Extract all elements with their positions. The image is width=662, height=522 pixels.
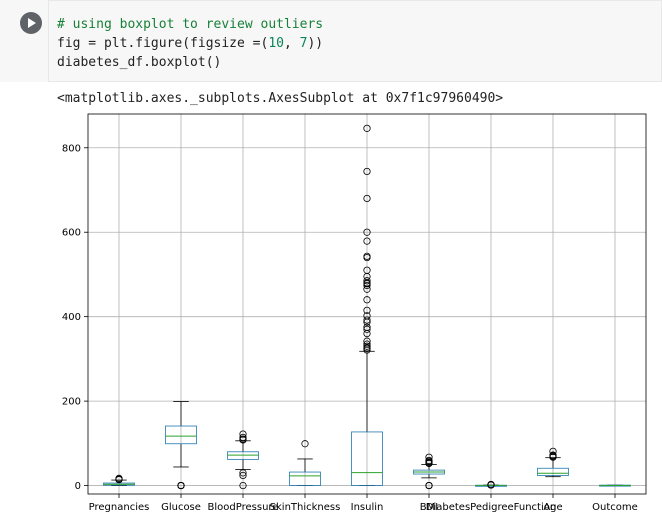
outlier-point xyxy=(301,440,309,448)
code-token: 7 xyxy=(299,36,308,51)
x-tick-label: Age xyxy=(543,502,562,513)
outlier-point xyxy=(425,481,433,490)
x-tick-label: BMI xyxy=(420,502,438,513)
outlier-point xyxy=(239,430,247,438)
outlier-point xyxy=(239,433,247,442)
code-token: diabetes_df.boxplot() xyxy=(57,55,222,70)
outlier-point xyxy=(363,296,371,304)
outlier-point xyxy=(239,481,247,490)
outlier-point xyxy=(363,266,371,274)
outlier-point xyxy=(363,167,371,176)
outlier-point xyxy=(363,228,371,236)
code-token: fig = plt.figure(figsize =( xyxy=(57,36,269,51)
outlier-point xyxy=(549,451,557,459)
code-line: # using boxplot to review outliers xyxy=(57,17,323,32)
outlier-point xyxy=(363,323,371,331)
outlier-point xyxy=(425,456,433,465)
box xyxy=(537,467,569,476)
code-token: , xyxy=(283,36,300,51)
x-tick-label: Outcome xyxy=(592,502,638,513)
code-token: # using boxplot to review outliers xyxy=(57,17,324,32)
y-tick-label: 400 xyxy=(62,312,81,323)
outlier-point xyxy=(363,281,371,290)
outlier-point xyxy=(115,474,123,482)
outlier-point xyxy=(425,453,433,461)
x-tick-label: BloodPressure xyxy=(208,502,279,513)
box xyxy=(165,425,197,445)
x-tick-label: DiabetesPedigreeFunction xyxy=(426,502,556,513)
x-tick-label: Glucose xyxy=(161,502,201,513)
outlier-point xyxy=(363,252,371,260)
outlier-point xyxy=(239,435,247,443)
outlier-point xyxy=(363,346,371,354)
outlier-point xyxy=(363,337,371,345)
outlier-point xyxy=(363,325,371,333)
code-cell: # using boxplot to review outliers fig =… xyxy=(0,0,662,82)
outlier-point xyxy=(363,194,371,203)
outlier-point xyxy=(363,312,371,320)
run-cell-button[interactable] xyxy=(20,12,42,34)
outlier-point xyxy=(363,306,371,314)
code-token: 10 xyxy=(268,36,284,51)
code-editor[interactable]: # using boxplot to review outliers fig =… xyxy=(48,0,662,82)
y-tick-label: 200 xyxy=(62,397,81,408)
outlier-point xyxy=(363,316,371,324)
x-tick-label: Pregnancies xyxy=(89,502,150,513)
y-tick-label: 0 xyxy=(75,481,81,492)
outlier-point xyxy=(363,237,371,245)
x-tick-label: SkinThickness xyxy=(270,502,341,513)
outlier-point xyxy=(239,471,247,480)
outlier-point xyxy=(549,447,557,455)
y-tick-label: 600 xyxy=(62,228,81,239)
outlier-point xyxy=(363,124,371,132)
outlier-point xyxy=(487,480,495,489)
outlier-point xyxy=(363,342,371,350)
outlier-point xyxy=(363,277,371,285)
output-repr: <matplotlib.axes._subplots.AxesSubplot a… xyxy=(57,91,504,106)
code-line: diabetes_df.boxplot() xyxy=(57,55,221,70)
code-line: fig = plt.figure(figsize =(10, 7)) xyxy=(57,36,323,51)
box xyxy=(351,431,383,486)
outlier-point xyxy=(363,340,371,348)
code-token: )) xyxy=(307,36,324,51)
outlier-point xyxy=(177,481,185,490)
box xyxy=(289,471,321,486)
outlier-point xyxy=(239,469,247,477)
cell-gutter xyxy=(0,0,48,82)
code-text[interactable]: # using boxplot to review outliers fig =… xyxy=(57,15,323,72)
y-tick-label: 800 xyxy=(62,143,81,154)
x-tick-label: Insulin xyxy=(351,502,384,513)
